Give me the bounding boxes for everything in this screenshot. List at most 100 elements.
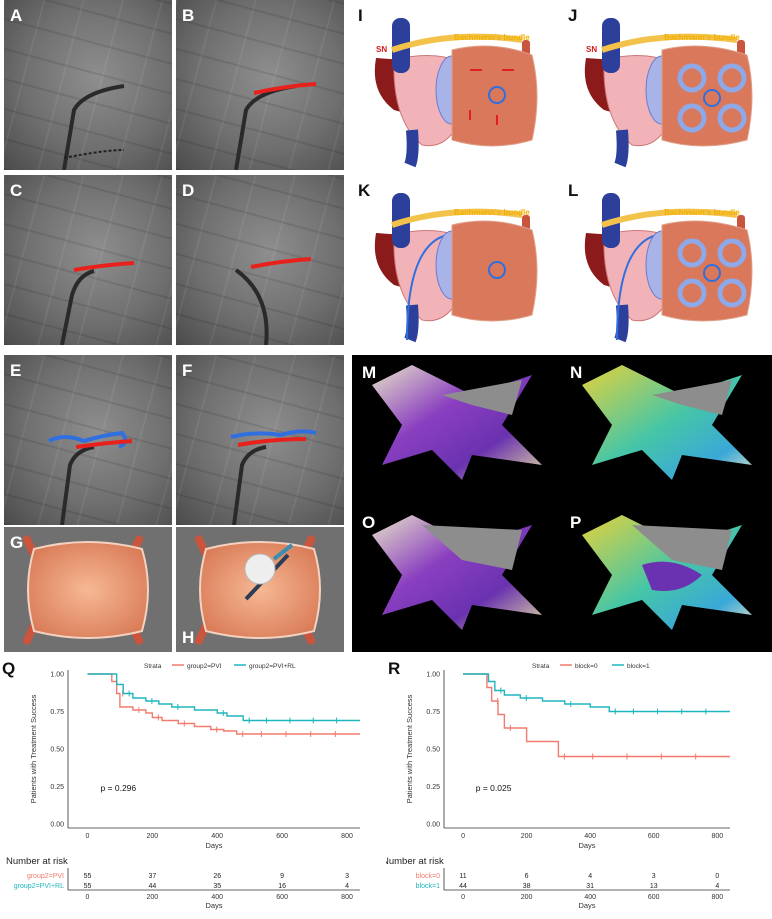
risk-value: 4 [588,873,592,880]
panel-d-fluoroscopy: D [176,175,344,345]
legend-title: Strata [532,663,550,670]
y-tick-label: 1.00 [426,672,440,679]
x-tick-label: 0 [461,833,465,840]
panel-i-heart-schematic: SN Bachmann's bundle I [352,0,552,170]
y-tick-label: 0.25 [426,784,440,791]
km-chart-q: Q Strata group2=PVI group2=PVI+RL Patients w… [2,659,360,910]
panel-q-km-chart: Q Strata group2=PVI group2=PVI+RL Patients w… [0,654,372,919]
panel-r-km-chart: R Strata block=0 block=1 Patients with Treat… [386,654,772,919]
p-value: p = 0.025 [476,783,512,793]
risk-value: 35 [213,883,221,890]
x-tick-label: 200 [147,833,159,840]
x-tick-label: 800 [341,833,353,840]
p-value: p = 0.296 [100,783,136,793]
bundle-label: Bachmann's bundle [454,33,530,42]
panel-label-o: O [362,513,376,532]
risk-table-title: Number at risk [386,856,444,867]
risk-value: 55 [84,873,92,880]
risk-value: 44 [459,883,467,890]
panel-c-fluoroscopy: C [4,175,172,345]
panel-a-fluoroscopy: A [4,0,172,170]
risk-x-tick-label: 0 [461,894,465,901]
ablation-line-overlay [234,82,317,170]
risk-value: 38 [523,883,531,890]
panel-label-r: R [388,659,400,678]
panel-label-b: B [182,6,195,25]
x-tick-label: 400 [584,833,596,840]
panel-k-heart-schematic: Bachmann's bundle K [352,175,552,345]
risk-value: 44 [148,883,156,890]
panel-label-e: E [10,361,22,380]
legend-entry-0: group2=PVI [187,663,222,670]
risk-row-label-1: group2=PVI+RL [14,883,64,890]
risk-x-axis-label: Days [205,901,222,910]
risk-x-tick-label: 0 [86,894,90,901]
risk-table-title: Number at risk [6,856,68,867]
risk-value: 3 [652,873,656,880]
x-axis-label: Days [205,841,222,850]
risk-x-tick-label: 400 [211,894,223,901]
risk-value: 16 [278,883,286,890]
risk-value: 0 [715,873,719,880]
risk-x-tick-label: 600 [648,894,660,901]
km-chart-r: R Strata block=0 block=1 Patients with Treat… [386,659,730,910]
km-series-line-1 [463,673,730,713]
x-tick-label: 600 [276,833,288,840]
risk-value: 55 [84,883,92,890]
y-tick-label: 0.75 [50,709,64,716]
panel-label-h: H [182,628,195,647]
panel-g-left-atrium-diagram: G [4,527,172,652]
y-tick-label: 0.00 [50,822,64,829]
x-tick-label: 800 [711,833,723,840]
x-tick-label: 400 [211,833,223,840]
risk-row-label-1: block=1 [416,883,440,890]
heart-conduction-illustration: Bachmann's bundle [374,193,538,343]
heart-conduction-illustration: Bachmann's bundle [584,193,753,343]
panel-label-j: J [568,6,578,25]
voltage-maps [372,365,752,630]
panel-label-a: A [10,6,23,25]
y-axis-label: Patients with Treatment Success [405,694,414,803]
atrium-with-balloon-illustration [194,535,321,645]
bundle-label: Bachmann's bundle [664,208,740,217]
ablation-line-overlay [60,261,135,345]
risk-value: 4 [715,883,719,890]
panel-l-heart-schematic: Bachmann's bundle L [562,175,767,345]
km-series-line-0 [87,673,360,735]
y-tick-label: 0.25 [50,784,64,791]
panel-label-d: D [182,181,195,200]
km-series-line-1 [87,673,360,722]
y-tick-label: 0.75 [426,709,440,716]
risk-value: 6 [525,873,529,880]
y-tick-label: 0.50 [50,747,64,754]
risk-row-label-0: group2=PVI [27,873,64,880]
mapping-line-overlay [230,429,317,525]
panel-label-k: K [358,181,371,200]
panel-h-cryoballoon-diagram: H [176,527,344,652]
x-tick-label: 600 [648,833,660,840]
heart-conduction-illustration: SN Bachmann's bundle [584,18,753,168]
panel-label-q: Q [2,659,15,678]
panel-label-f: F [182,361,193,380]
risk-x-tick-label: 200 [521,894,533,901]
panel-label-l: L [568,181,579,200]
km-series-line-0 [463,673,730,758]
risk-value: 31 [586,883,594,890]
panel-j-heart-schematic: SN Bachmann's bundle J [562,0,767,170]
risk-x-tick-label: 800 [711,894,723,901]
risk-row-label-0: block=0 [416,873,440,880]
risk-x-axis-label: Days [578,901,595,910]
x-tick-label: 200 [521,833,533,840]
risk-x-tick-label: 600 [276,894,288,901]
catheter-shadow [62,84,125,170]
panel-b-fluoroscopy: B [176,0,344,170]
panel-label-g: G [10,533,24,552]
risk-x-tick-label: 800 [341,894,353,901]
y-tick-label: 0.50 [426,747,440,754]
panels-m-p-electroanatomic-maps: M N O P [352,355,772,652]
legend-entry-1: group2=PVI+RL [249,663,296,670]
legend-entry-0: block=0 [575,663,598,670]
atrium-illustration [22,535,149,645]
risk-value: 11 [459,873,466,880]
sn-label: SN [376,45,387,54]
